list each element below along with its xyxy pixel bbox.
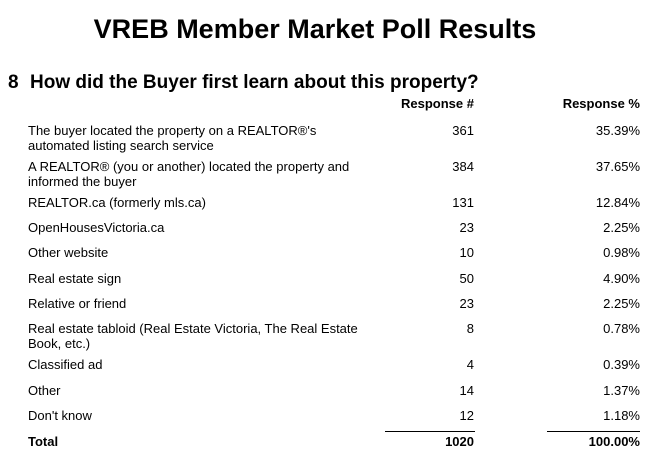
row-percent: 37.65% <box>595 159 640 174</box>
question-number: 8 <box>8 72 19 93</box>
question-text: How did the Buyer first learn about this… <box>30 72 479 93</box>
row-percent: 1.18% <box>603 408 640 423</box>
row-label: Other <box>28 383 61 398</box>
total-count: 1020 <box>445 434 474 449</box>
row-label: Real estate sign <box>28 271 122 286</box>
page-title: VREB Member Market Poll Results <box>93 14 537 44</box>
row-percent: 4.90% <box>603 271 640 286</box>
row-percent: 2.25% <box>603 296 640 311</box>
row-label: Real estate tabloid (Real Estate Victori… <box>28 321 358 351</box>
row-percent: 2.25% <box>603 220 640 235</box>
row-percent: 0.39% <box>603 357 640 372</box>
row-count: 8 <box>466 321 474 336</box>
row-label: Classified ad <box>28 357 103 372</box>
row-percent: 0.98% <box>603 245 640 260</box>
row-count: 23 <box>459 220 474 235</box>
row-count: 23 <box>459 296 474 311</box>
row-percent: 35.39% <box>595 123 640 138</box>
column-header-count: Response # <box>401 96 474 111</box>
row-label: Don't know <box>28 408 92 423</box>
row-count: 4 <box>466 357 474 372</box>
question-heading: 8 How did the Buyer first learn about thi… <box>8 72 479 94</box>
row-count: 14 <box>459 383 474 398</box>
row-count: 10 <box>459 245 474 260</box>
total-percent: 100.00% <box>588 434 640 449</box>
row-count: 361 <box>452 123 474 138</box>
row-label: REALTOR.ca (formerly mls.ca) <box>28 195 206 210</box>
row-count: 131 <box>452 195 474 210</box>
row-count: 50 <box>459 271 474 286</box>
row-label: Other website <box>28 245 109 260</box>
row-label: The buyer located the property on a REAL… <box>28 123 317 153</box>
row-percent: 0.78% <box>603 321 640 336</box>
total-divider-count <box>385 431 475 432</box>
row-percent: 1.37% <box>603 383 640 398</box>
row-count: 12 <box>459 408 474 423</box>
column-header-percent: Response % <box>562 96 640 111</box>
row-label: A REALTOR® (you or another) located the … <box>28 159 350 189</box>
row-percent: 12.84% <box>595 195 640 210</box>
total-label: Total <box>28 434 59 449</box>
row-label: OpenHousesVictoria.ca <box>28 220 165 235</box>
row-label: Relative or friend <box>28 296 127 311</box>
row-count: 384 <box>452 159 474 174</box>
total-divider-percent <box>547 431 640 432</box>
